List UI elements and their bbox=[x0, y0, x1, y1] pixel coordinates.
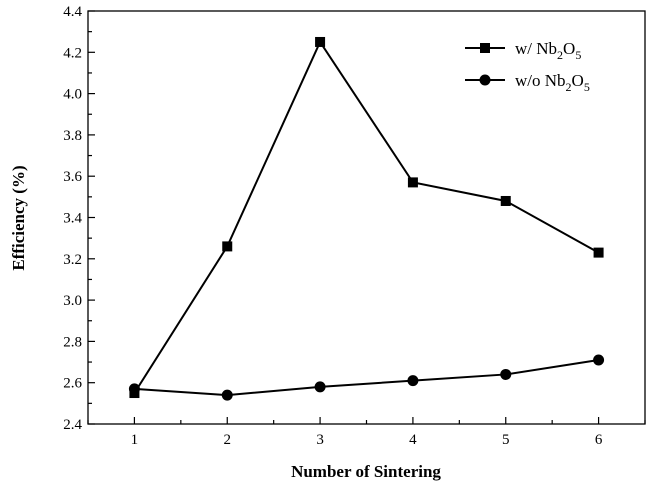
y-tick-label: 3.0 bbox=[63, 293, 82, 309]
x-tick-label: 1 bbox=[131, 432, 139, 448]
x-tick-label: 3 bbox=[316, 432, 324, 448]
data-point bbox=[315, 36, 326, 47]
x-tick-label: 2 bbox=[224, 432, 232, 448]
y-tick-label: 4.0 bbox=[63, 87, 82, 103]
series-1 bbox=[129, 36, 604, 399]
data-point bbox=[221, 389, 233, 401]
y-tick-label: 3.6 bbox=[63, 169, 82, 185]
series-line bbox=[134, 358, 599, 397]
y-tick-label: 2.8 bbox=[63, 334, 82, 350]
y-axis-title: Efficiency (%) bbox=[9, 165, 28, 270]
x-tick-label: 5 bbox=[502, 432, 510, 448]
x-tick-label: 4 bbox=[409, 432, 417, 448]
data-point bbox=[407, 177, 418, 188]
y-tick-label: 4.4 bbox=[63, 4, 82, 20]
legend-marker bbox=[480, 43, 490, 53]
data-point bbox=[222, 241, 233, 252]
x-axis-title: Number of Sintering bbox=[291, 462, 441, 481]
series-2 bbox=[128, 354, 605, 401]
legend: w/ Nb2O5 w/o Nb2O5 bbox=[465, 39, 590, 94]
x-axis-ticks: 1 2 3 4 5 6 bbox=[87, 417, 646, 448]
series-line bbox=[133, 39, 600, 394]
data-point bbox=[593, 354, 605, 366]
legend-marker bbox=[479, 74, 491, 86]
y-tick-label: 3.4 bbox=[63, 211, 82, 227]
data-point bbox=[314, 381, 326, 393]
y-axis-ticks: 2.4 2.6 2.8 3.0 3.2 3.4 3.6 3.8 4.0 4.2 4.4 bbox=[63, 4, 95, 433]
y-tick-label: 3.8 bbox=[63, 128, 82, 144]
data-point bbox=[593, 247, 604, 258]
series-layer bbox=[128, 36, 605, 401]
y-tick-label: 3.2 bbox=[63, 252, 82, 268]
legend-label: w/o Nb2O5 bbox=[515, 71, 590, 94]
y-tick-label: 2.4 bbox=[63, 417, 82, 433]
y-tick-label: 4.2 bbox=[63, 45, 82, 61]
legend-item-1: w/ Nb2O5 bbox=[465, 39, 581, 62]
x-tick-label: 6 bbox=[595, 432, 603, 448]
data-point bbox=[128, 383, 140, 395]
data-point bbox=[500, 368, 512, 380]
legend-item-2: w/o Nb2O5 bbox=[465, 71, 590, 94]
legend-label: w/ Nb2O5 bbox=[515, 39, 581, 62]
data-point bbox=[407, 375, 419, 387]
y-tick-label: 2.6 bbox=[63, 376, 82, 392]
data-point bbox=[500, 195, 511, 206]
